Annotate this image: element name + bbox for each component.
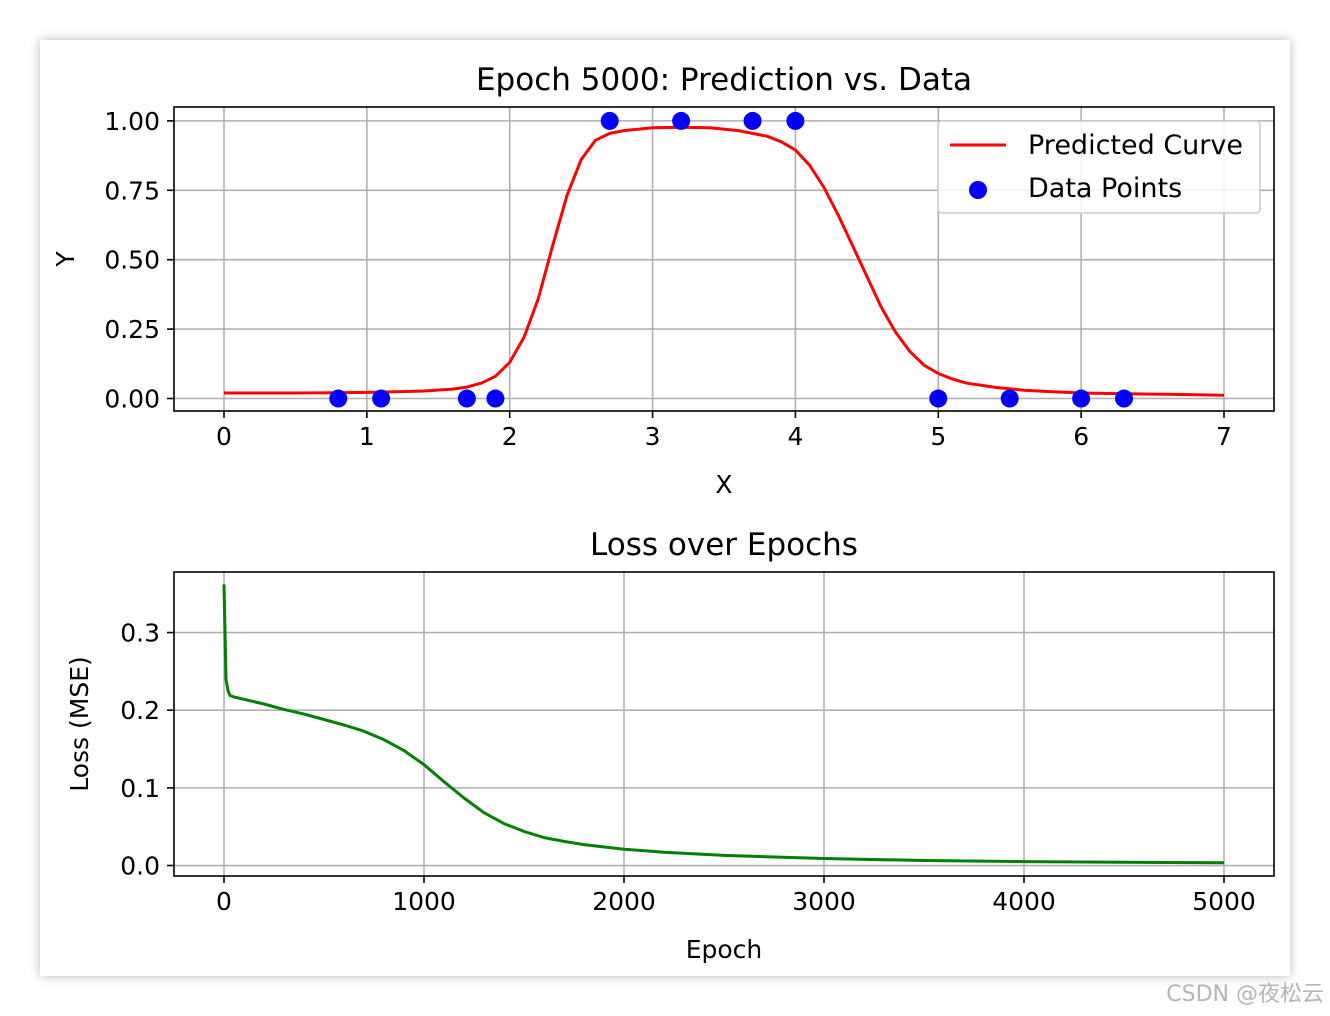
x-tick-label: 5 xyxy=(930,422,946,451)
x-tick-label: 0 xyxy=(216,887,232,916)
x-tick-label: 3 xyxy=(645,422,661,451)
x-tick-label: 6 xyxy=(1073,422,1089,451)
data-point xyxy=(457,389,476,408)
data-point xyxy=(600,111,619,130)
data-point xyxy=(743,111,762,130)
y-tick-label: 0.2 xyxy=(120,696,160,725)
data-point xyxy=(1115,389,1133,408)
legend-label: Predicted Curve xyxy=(1028,130,1243,161)
data-point xyxy=(372,389,391,408)
loss-curve-line xyxy=(222,584,1225,865)
axes-frame xyxy=(173,571,1275,877)
x-tick-label: 5000 xyxy=(1192,887,1256,916)
x-tick-label: 1 xyxy=(359,422,375,451)
predicted-curve-line xyxy=(224,125,1225,397)
y-tick-label: 0.75 xyxy=(104,176,160,205)
legend-box xyxy=(937,120,1261,214)
data-point xyxy=(329,389,348,408)
x-tick-label: 0 xyxy=(216,422,232,451)
y-tick-label: 0.3 xyxy=(120,619,160,648)
data-point xyxy=(1072,389,1091,408)
data-point xyxy=(672,111,691,130)
data-point xyxy=(1000,389,1019,408)
data-point xyxy=(486,389,505,408)
x-tick-label: 3000 xyxy=(792,887,856,916)
x-axis-label: X xyxy=(715,470,732,499)
y-tick-label: 0.1 xyxy=(120,774,160,803)
figure-card: 0 1 2 3 4 5 6 7 0.00 0.25 0.50 0.75 1.00 Epoch 5000: … xyxy=(40,40,1290,976)
y-tick-label: 0.50 xyxy=(104,246,160,275)
chart-title: Loss over Epochs xyxy=(590,527,858,563)
y-tick-label: 0.0 xyxy=(120,852,160,881)
y-tick-label: 0.25 xyxy=(104,315,160,344)
x-tick-label: 4000 xyxy=(992,887,1056,916)
x-tick-label: 2000 xyxy=(592,887,656,916)
legend-marker-swatch xyxy=(969,181,987,199)
data-point xyxy=(786,111,805,130)
watermark: CSDN @夜松云 xyxy=(1166,982,1324,1007)
data-point xyxy=(929,389,948,408)
legend-label: Data Points xyxy=(1028,173,1182,204)
subplot-2: 0 1000 2000 3000 4000 5000 0.0 0.1 0.2 0.3 Loss ov… xyxy=(65,527,1275,964)
x-axis-label: Epoch xyxy=(686,935,763,964)
y-tick-label: 0.00 xyxy=(104,385,160,414)
y-axis-label: Loss (MSE) xyxy=(65,656,94,792)
x-tick-label: 4 xyxy=(787,422,803,451)
chart-title: Epoch 5000: Prediction vs. Data xyxy=(476,62,972,98)
y-tick-label: 1.00 xyxy=(104,107,160,136)
x-tick-label: 2 xyxy=(502,422,518,451)
subplot-1: 0 1 2 3 4 5 6 7 0.00 0.25 0.50 0.75 1.00 Epoch 5000: … xyxy=(51,62,1275,499)
legend: Predicted Curve Data Points xyxy=(937,120,1261,214)
x-tick-label: 1000 xyxy=(392,887,456,916)
x-tick-label: 7 xyxy=(1216,422,1232,451)
y-axis-label: Y xyxy=(51,251,80,268)
